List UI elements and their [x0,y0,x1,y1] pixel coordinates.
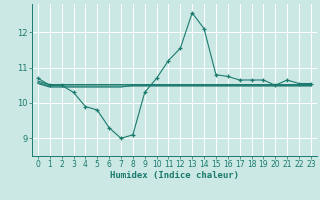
X-axis label: Humidex (Indice chaleur): Humidex (Indice chaleur) [110,171,239,180]
